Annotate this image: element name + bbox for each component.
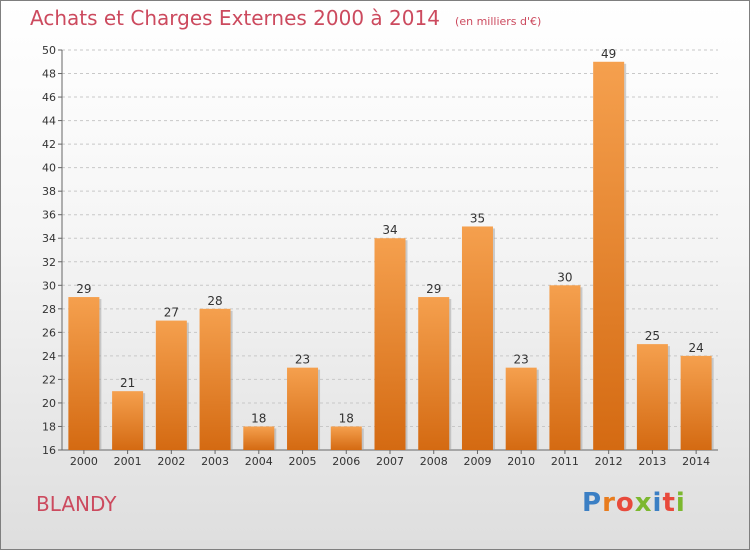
logo-letter: t [662,488,676,518]
y-tick-label: 46 [42,91,56,104]
bar-value-label: 34 [382,223,397,237]
bar-2001 [112,391,144,450]
bar-2013 [636,344,668,450]
chart-subtitle: (en milliers d'€) [455,15,542,28]
x-tick-label: 2014 [682,455,710,468]
y-tick-label: 28 [42,303,56,316]
bar-2006 [330,426,362,450]
chart-title: Achats et Charges Externes 2000 à 2014 [30,6,440,30]
x-tick-label: 2010 [507,455,535,468]
y-tick-label: 40 [42,162,56,175]
x-tick-label: 2003 [201,455,229,468]
bar-2008 [418,297,450,450]
bar-2012 [593,61,625,450]
y-tick-label: 38 [42,185,56,198]
y-tick-label: 18 [42,420,56,433]
bar-value-label: 29 [76,282,91,296]
bar-value-label: 24 [688,341,703,355]
bar-value-label: 21 [120,376,135,390]
logo-letter: o [615,488,635,518]
bar-value-label: 27 [164,306,179,320]
title-row: Achats et Charges Externes 2000 à 2014 (… [30,6,541,30]
y-tick-label: 50 [42,44,56,57]
logo-letter: i [652,488,663,518]
y-tick-label: 34 [42,232,56,245]
x-tick-label: 2001 [114,455,142,468]
y-tick-label: 48 [42,68,56,81]
x-tick-label: 2011 [551,455,579,468]
y-tick-label: 44 [42,115,56,128]
logo-letter: P [582,488,603,518]
bar-2004 [243,426,275,450]
bar-value-label: 18 [251,411,266,425]
bar-2011 [549,285,581,450]
bar-2007 [374,238,406,450]
y-tick-label: 36 [42,209,56,222]
bar-value-label: 29 [426,282,441,296]
commune-name: BLANDY [36,492,117,516]
y-tick-label: 24 [42,350,56,363]
x-tick-label: 2007 [376,455,404,468]
bar-value-label: 23 [514,353,529,367]
x-tick-label: 2013 [638,455,666,468]
bar-2014 [680,355,712,450]
y-tick-label: 30 [42,279,56,292]
bar-value-label: 35 [470,211,485,225]
bar-value-label: 30 [557,270,572,284]
y-tick-label: 22 [42,373,56,386]
proxiti-logo[interactable]: Proxiti [582,488,686,518]
logo-letter: x [634,488,653,518]
labels: 16 18 20 22 24 26 28 30 32 34 36 38 40 42 44 46 48 50 29 20… [42,44,710,468]
x-tick-label: 2002 [157,455,185,468]
x-tick-label: 2012 [595,455,623,468]
bar-value-label: 18 [339,411,354,425]
x-tick-label: 2000 [70,455,98,468]
bar-2003 [199,308,231,450]
bar-value-label: 23 [295,353,310,367]
x-tick-label: 2005 [289,455,317,468]
bar-value-label: 28 [207,294,222,308]
y-tick-label: 32 [42,256,56,269]
logo-letter: r [602,488,616,518]
bar-2002 [155,320,187,450]
y-tick-label: 26 [42,326,56,339]
x-tick-label: 2008 [420,455,448,468]
y-tick-label: 42 [42,138,56,151]
bar-value-label: 25 [645,329,660,343]
bar-2000 [68,297,100,450]
bars [68,61,714,450]
bar-2009 [461,226,493,450]
y-tick-label: 16 [42,444,56,457]
y-tick-label: 20 [42,397,56,410]
x-tick-label: 2006 [332,455,360,468]
bar-2005 [287,367,319,450]
bar-value-label: 49 [601,47,616,61]
x-tick-label: 2004 [245,455,273,468]
bar-2010 [505,367,537,450]
x-tick-label: 2009 [463,455,491,468]
logo-letter: i [675,488,686,518]
